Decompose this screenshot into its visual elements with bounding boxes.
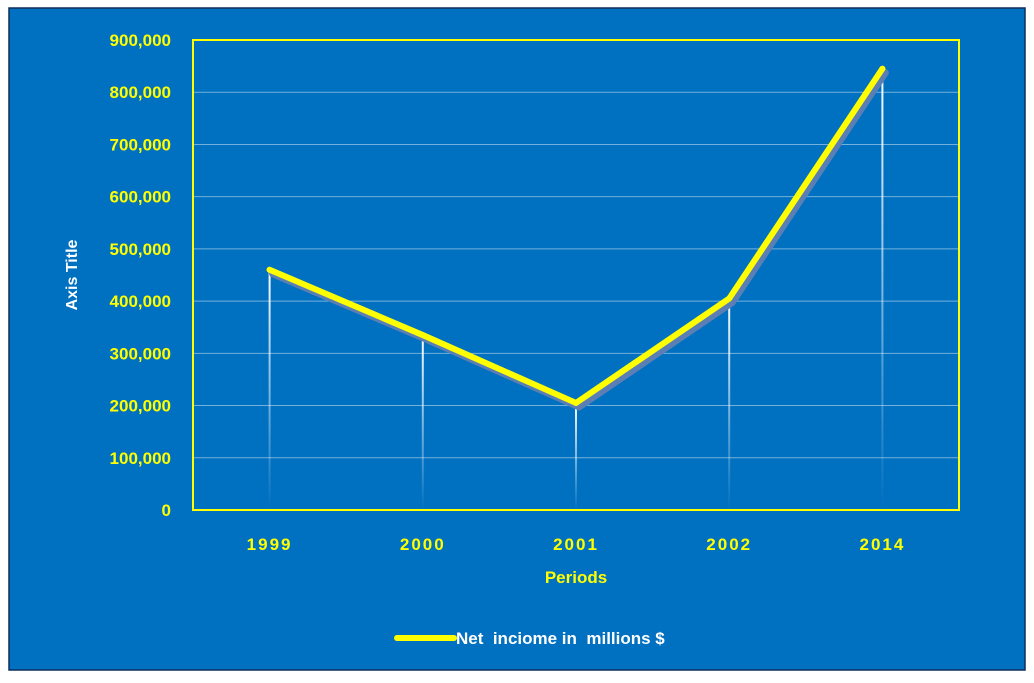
y-tick-label: 0	[162, 501, 171, 520]
y-tick-label: 700,000	[110, 135, 171, 154]
drop-line	[881, 68, 884, 510]
y-tick-label: 200,000	[110, 397, 171, 416]
drop-lines	[268, 68, 884, 510]
y-axis-ticks: 0 100,000 200,000 300,000 400,000 500,000 600,…	[110, 31, 171, 520]
y-tick-label: 800,000	[110, 83, 171, 102]
data-point	[879, 65, 886, 72]
gridlines	[193, 91, 959, 459]
x-tick-label: 2001	[553, 535, 599, 554]
y-tick-label: 300,000	[110, 344, 171, 363]
x-tick-label: 1999	[247, 535, 293, 554]
data-point	[419, 332, 426, 339]
drop-line	[575, 402, 577, 510]
data-point	[266, 266, 273, 273]
y-tick-label: 400,000	[110, 292, 171, 311]
drop-line	[728, 298, 731, 510]
drop-line	[421, 335, 424, 510]
y-tick-label: 600,000	[110, 188, 171, 207]
x-axis-ticks: 1999 2000 2001 2002 2014	[247, 535, 905, 554]
legend: Net inciome in millions $	[394, 629, 665, 648]
data-point	[726, 295, 733, 302]
x-tick-label: 2000	[400, 535, 446, 554]
y-axis-title: Axis Title	[64, 239, 81, 310]
y-tick-label: 100,000	[110, 449, 171, 468]
y-tick-label: 500,000	[110, 240, 171, 259]
data-point	[573, 399, 579, 406]
drop-line	[268, 269, 271, 510]
series-lines	[266, 65, 889, 411]
x-tick-label: 2002	[706, 535, 752, 554]
y-tick-label: 900,000	[110, 31, 171, 50]
plot-area-border	[192, 39, 960, 511]
legend-label: Net inciome in millions $	[456, 629, 665, 648]
x-tick-label: 2014	[859, 535, 905, 554]
x-axis-title: Periods	[545, 568, 607, 587]
chart-background	[8, 7, 1026, 671]
